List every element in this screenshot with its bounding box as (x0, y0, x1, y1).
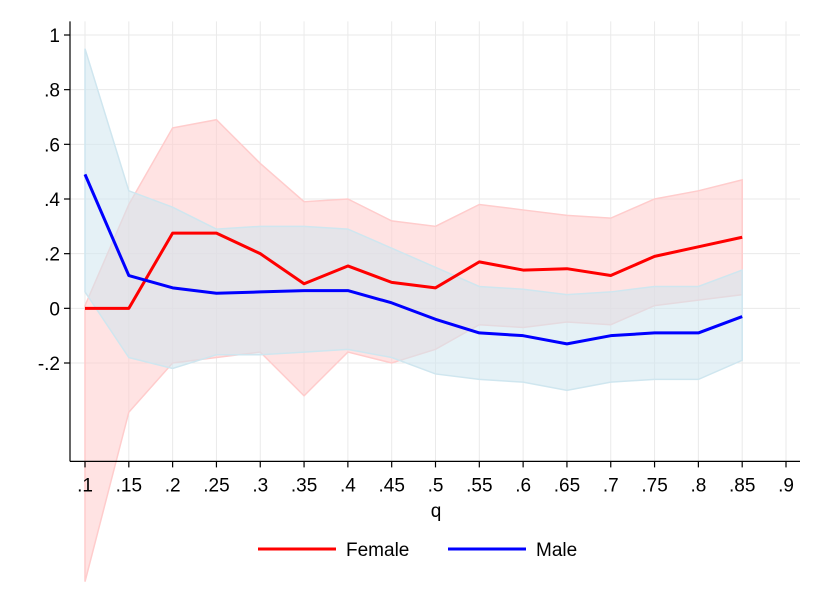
x-tick-label-8: .5 (428, 475, 444, 496)
x-tick-label-9: .55 (466, 475, 492, 496)
x-tick-label-3: .25 (203, 475, 229, 496)
x-axis-title: q (431, 501, 442, 522)
x-tick-label-10: .6 (515, 475, 531, 496)
y-tick-label-6: -.2 (38, 354, 60, 375)
y-tick-label-4: .2 (44, 245, 60, 266)
x-tick-label-13: .75 (641, 475, 667, 496)
confidence-bands (84, 48, 743, 582)
x-tick-label-5: .35 (291, 475, 317, 496)
x-tick-label-6: .4 (340, 475, 356, 496)
x-tick-label-2: .2 (165, 475, 181, 496)
legend-label-female: Female (346, 540, 409, 561)
axes: 1 .8 .6 .4 .2 0 -.2 .1 .15 .2 .25 .3 .35 .4 .45 .5 .55 .6… (38, 21, 800, 496)
ci-band-male (84, 48, 743, 392)
x-tick-label-11: .65 (554, 475, 580, 496)
y-tick-label-2: .6 (44, 135, 60, 156)
series-line-female (85, 231, 743, 310)
series-lines (83, 173, 743, 346)
x-tick-label-12: .7 (603, 475, 619, 496)
y-tick-label-0: 1 (49, 26, 60, 47)
x-tick-label-14: .8 (690, 475, 706, 496)
x-tick-label-1: .15 (116, 475, 142, 496)
x-tick-label-4: .3 (252, 475, 268, 496)
x-tick-label-16: .9 (778, 475, 794, 496)
x-tick-label-7: .45 (378, 475, 404, 496)
legend-label-male: Male (536, 540, 577, 561)
y-tick-label-1: .8 (44, 81, 60, 102)
y-tick-label-3: .4 (44, 190, 60, 211)
x-tick-label-0: .1 (77, 475, 93, 496)
series-line-male (83, 173, 743, 346)
x-tick-label-15: .85 (729, 475, 755, 496)
legend: Female Male (258, 540, 577, 561)
y-tick-label-5: 0 (49, 299, 60, 320)
